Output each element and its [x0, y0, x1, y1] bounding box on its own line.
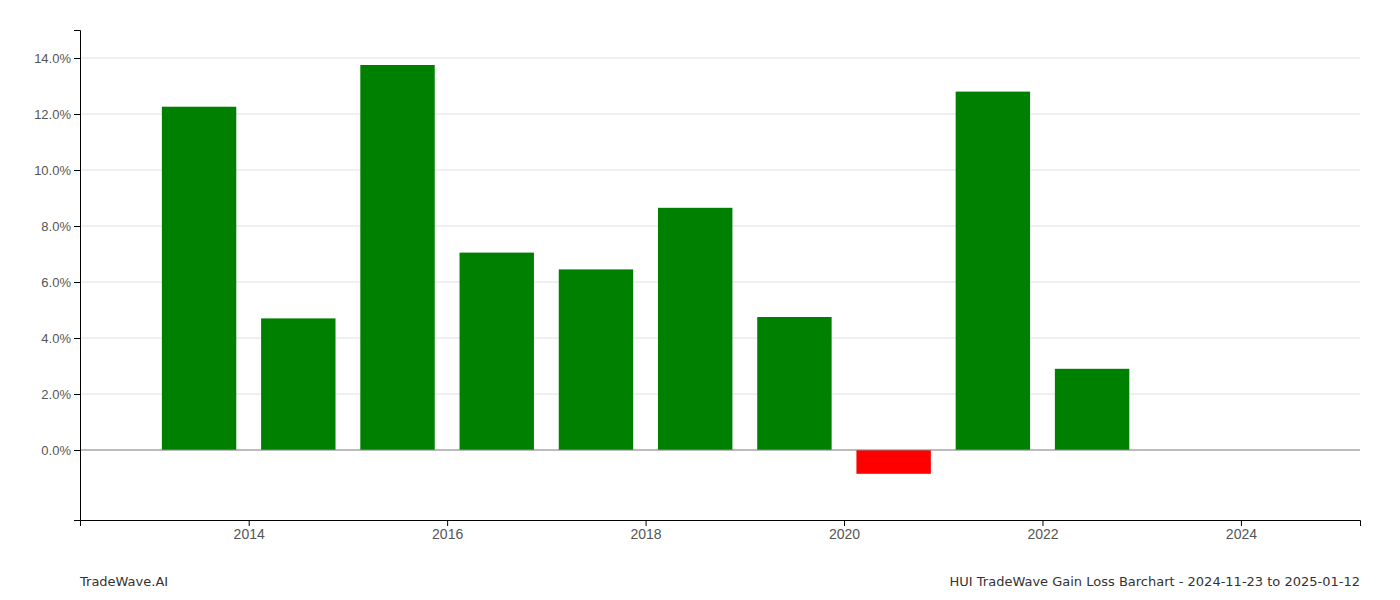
bar: [360, 65, 434, 450]
y-tick-label: 10.0%: [34, 163, 71, 178]
y-tick: 0.0%: [41, 443, 80, 458]
y-tick-mark: [74, 338, 80, 339]
y-tick-label: 14.0%: [34, 51, 71, 66]
plot: 0.0%2.0%4.0%6.0%8.0%10.0%12.0%14.0%20142…: [34, 31, 1360, 542]
bar: [162, 107, 236, 450]
y-tick-label: 0.0%: [41, 443, 71, 458]
x-tick-label: 2018: [631, 526, 662, 542]
y-tick: 10.0%: [34, 163, 80, 178]
zero-line: [80, 450, 1360, 451]
bar: [757, 317, 831, 450]
grid-line: [80, 170, 1360, 171]
x-tick: 2024: [1226, 520, 1257, 542]
x-axis-line: [81, 521, 1361, 527]
y-tick-mark: [74, 114, 80, 115]
bar: [559, 269, 633, 450]
y-tick-mark: [74, 226, 80, 227]
grid: [80, 58, 1360, 450]
y-tick: 6.0%: [41, 275, 80, 290]
y-tick-label: 12.0%: [34, 107, 71, 122]
grid-line: [80, 450, 1360, 451]
grid-line: [80, 114, 1360, 115]
y-tick-mark: [74, 170, 80, 171]
bar: [261, 318, 335, 450]
x-tick-label: 2014: [234, 526, 265, 542]
y-tick-label: 6.0%: [41, 275, 71, 290]
x-tick-label: 2016: [432, 526, 463, 542]
x-tick: 2016: [432, 520, 463, 542]
y-tick: 8.0%: [41, 219, 80, 234]
y-tick-label: 4.0%: [41, 331, 71, 346]
bar: [658, 208, 732, 450]
bars: [162, 65, 1129, 474]
bar: [956, 92, 1030, 450]
y-tick: 2.0%: [41, 387, 80, 402]
x-tick: 2014: [234, 520, 265, 542]
bar: [460, 253, 534, 450]
y-tick-label: 2.0%: [41, 387, 71, 402]
y-tick-label: 8.0%: [41, 219, 71, 234]
x-tick: 2018: [631, 520, 662, 542]
x-tick-label: 2022: [1027, 526, 1058, 542]
y-tick-mark: [74, 394, 80, 395]
y-tick: 12.0%: [34, 107, 80, 122]
x-tick: 2022: [1027, 520, 1058, 542]
footer-text: HUI TradeWave Gain Loss Barchart - 2024-…: [950, 574, 1360, 589]
y-tick-mark: [74, 58, 80, 59]
y-tick: 14.0%: [34, 51, 80, 66]
y-tick-mark: [74, 282, 80, 283]
x-tick-label: 2024: [1226, 526, 1257, 542]
x-tick-label: 2020: [829, 526, 860, 542]
y-axis-line: [74, 31, 81, 521]
x-axis: 2014 2016 2018 2020 2022 2024: [81, 520, 1361, 542]
grid-line: [80, 58, 1360, 59]
x-tick: 2020: [829, 520, 860, 542]
chart: 0.0%2.0%4.0%6.0%8.0%10.0%12.0%14.0%20142…: [0, 0, 1400, 600]
y-tick: 4.0%: [41, 331, 80, 346]
bar: [856, 450, 930, 474]
bar: [1055, 369, 1129, 450]
y-tick-mark: [74, 450, 80, 451]
y-axis: 0.0% 2.0% 4.0% 6.0% 8.0% 10.0% 12.0% 14.0%: [34, 31, 80, 521]
footer-text: TradeWave.AI: [79, 574, 168, 589]
